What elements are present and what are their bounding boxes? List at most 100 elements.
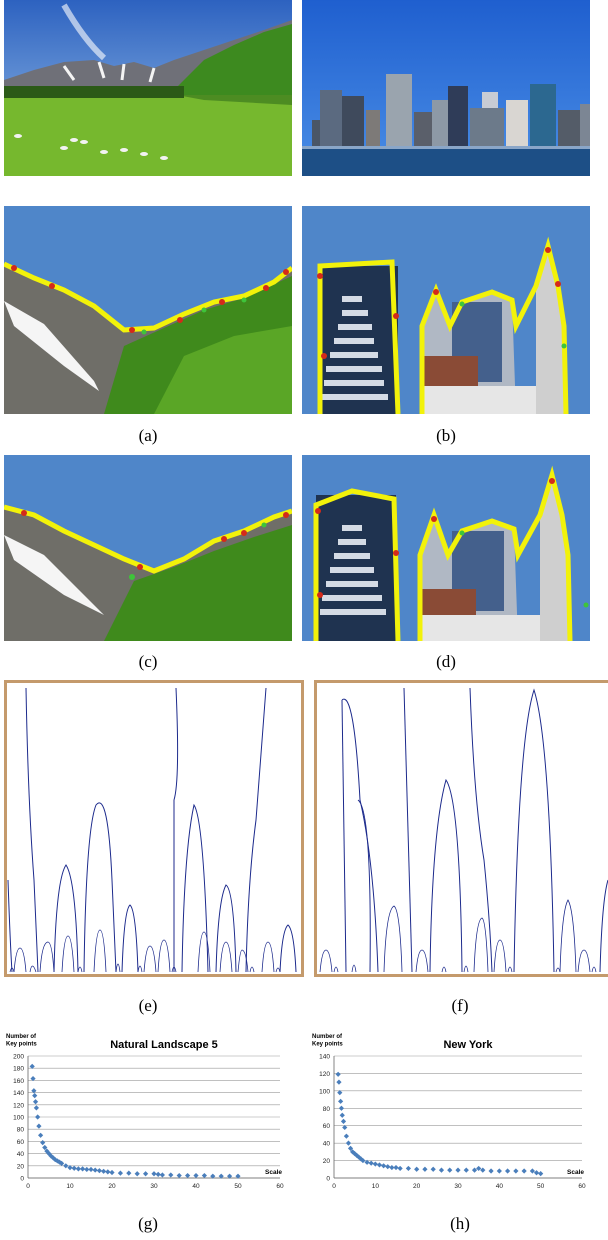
data-point [340,1118,347,1124]
caption-h: (h) [450,1214,470,1233]
data-point [335,1071,341,1077]
data-point [538,1171,544,1177]
data-point [126,1170,132,1176]
x-tick-label: 30 [454,1183,462,1190]
y-tick-label: 40 [323,1141,331,1148]
chart-title: Natural Landscape 5 [110,1039,218,1051]
chart-h: 0 20 40 60 80 100 120 140 0 10 20 30 40 50 60 New York N… [310,1030,608,1210]
caption-g: (g) [138,1214,158,1233]
data-point [343,1133,349,1139]
y-tick-label: 100 [319,1088,330,1095]
data-point [345,1140,352,1146]
data-point [438,1167,445,1173]
city-photo [302,0,590,176]
data-point [337,1090,343,1096]
data-point [358,1156,364,1162]
caption-c: (c) [138,652,158,671]
panel-f-contour [314,680,608,977]
data-point [471,1167,478,1173]
data-point [185,1172,191,1179]
data-point [155,1171,161,1177]
caption-b: (b) [436,426,456,445]
data-point [75,1166,81,1172]
data-point [338,1105,345,1111]
data-point [105,1169,111,1175]
y-tick-label: 80 [17,1127,25,1134]
x-tick-label: 10 [372,1183,380,1190]
data-point [218,1173,224,1179]
data-point [455,1167,461,1173]
data-point [350,1149,356,1155]
data-point [29,1063,35,1069]
data-point [40,1140,46,1146]
chart-title: New York [443,1039,493,1051]
y-tick-label: 160 [13,1078,24,1085]
landscape-photo [4,0,292,176]
data-point [67,1165,73,1171]
panel-d-image [302,455,590,641]
y-tick-label: 200 [13,1054,24,1061]
caption-d: (d) [436,652,456,671]
data-point [35,1114,41,1120]
y-tick-label: 20 [17,1163,25,1170]
data-point [32,1093,38,1099]
data-point [71,1165,77,1171]
data-point [397,1165,403,1172]
data-point [463,1167,469,1173]
y-tick-label: 120 [13,1102,24,1109]
data-point [32,1099,39,1105]
data-point [54,1158,60,1164]
x-tick-label: 60 [578,1183,586,1190]
data-point [342,1124,348,1131]
data-point [338,1098,344,1104]
data-point [414,1166,420,1172]
x-tick-label: 20 [413,1183,421,1190]
data-point [159,1172,165,1178]
chart-g: 0 20 40 60 80 100 120 140 160 180 200 0 10 20 30 40 50 60… [4,1030,298,1210]
data-point [96,1168,102,1174]
panel-b-image [302,206,590,414]
panel-a-image [4,206,292,414]
data-point [101,1168,107,1174]
y-tick-label: 140 [13,1090,24,1097]
y-tick-label: 0 [326,1176,330,1183]
y-tick-label: 60 [17,1139,25,1146]
data-point [513,1168,519,1174]
x-tick-label: 50 [537,1183,545,1190]
x-tick-label: 40 [496,1183,504,1190]
data-point [227,1173,233,1179]
data-point [360,1157,366,1164]
data-point [364,1159,370,1165]
data-point [533,1170,540,1176]
data-point [134,1171,140,1177]
data-point [117,1170,123,1176]
data-point [339,1112,345,1118]
data-point [405,1165,411,1172]
data-point [235,1173,241,1179]
data-point [59,1160,65,1166]
data-point [430,1166,436,1172]
data-point [368,1160,374,1166]
data-point [151,1171,157,1177]
y-axis-label: Number of Key points [312,1034,343,1048]
data-point [36,1123,42,1129]
data-point [347,1145,354,1151]
data-point [88,1166,94,1173]
y-tick-label: 140 [319,1054,330,1061]
caption-a: (a) [138,426,158,445]
x-tick-label: 40 [192,1183,200,1190]
data-point [80,1166,86,1172]
y-axis-label: Number of Key points [6,1034,37,1048]
data-point [447,1167,453,1173]
data-point [193,1172,199,1179]
caption-e: (e) [138,996,158,1015]
data-point [376,1162,383,1168]
data-point [143,1171,149,1177]
data-point [496,1168,502,1174]
data-point [505,1168,511,1174]
data-point [521,1168,527,1174]
x-axis-label: Scale [567,1169,584,1176]
data-point [63,1163,69,1169]
x-axis-label: Scale [265,1169,282,1176]
x-tick-label: 50 [234,1183,242,1190]
